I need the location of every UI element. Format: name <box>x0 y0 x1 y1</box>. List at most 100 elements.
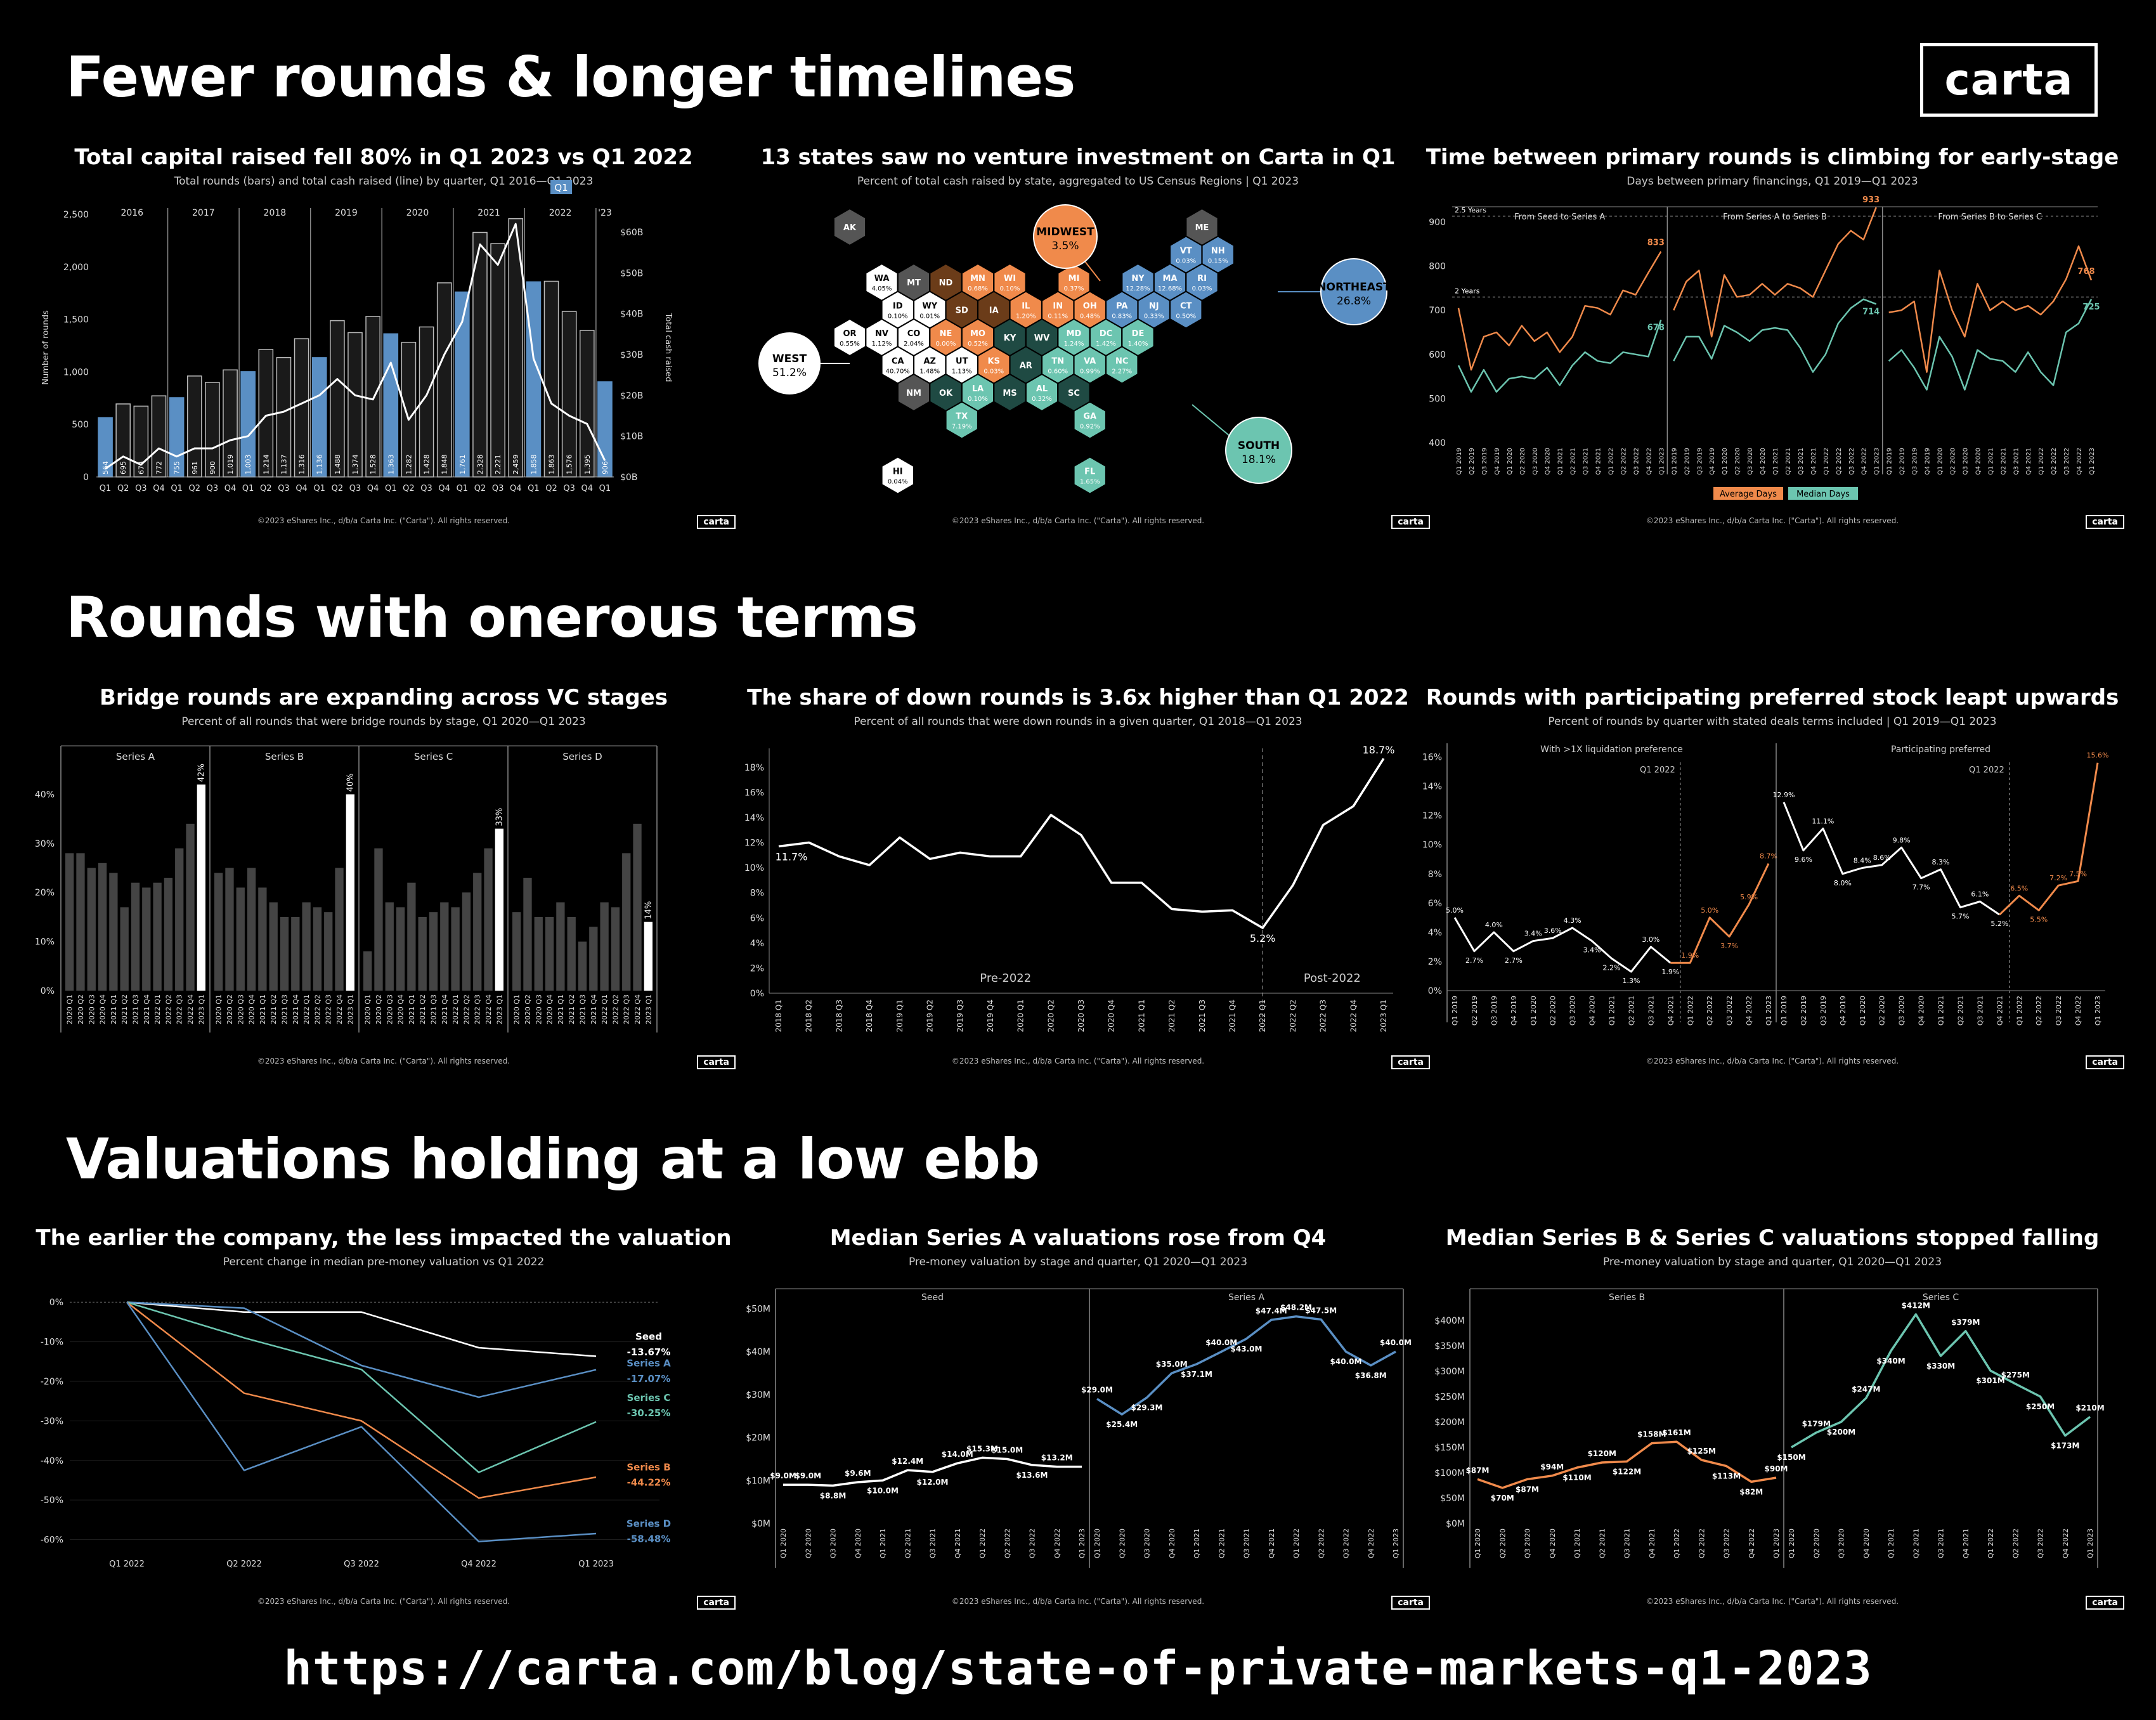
state-code: MN <box>970 274 985 283</box>
facet-label: Series C <box>414 751 453 762</box>
y-tick-label: 16% <box>1422 753 1442 763</box>
bar <box>335 868 344 991</box>
section-title-onerous-terms: Rounds with onerous terms <box>66 585 918 650</box>
x-tick-label: Q2 <box>260 484 272 493</box>
facet-label: From Series A to Series B <box>1723 212 1827 222</box>
data-label: 5.0% <box>1446 906 1464 915</box>
x-tick-label: Q4 <box>367 484 379 493</box>
x-tick-label: Q3 2020 <box>1532 448 1539 475</box>
seed-line <box>783 1456 1082 1487</box>
y-tick-label: $10B <box>620 432 643 442</box>
data-label: $210M <box>2075 1404 2104 1412</box>
x-tick-label: Q1 2021 <box>1987 448 1994 475</box>
x-tick-label: Q3 2019 <box>1912 448 1919 475</box>
bar-value-label: 1,137 <box>280 455 288 475</box>
x-tick-label: Q1 2021 <box>1573 1528 1581 1558</box>
x-tick-label: 2023 Q1 <box>1379 1000 1388 1032</box>
x-tick-label: 2020 Q4 <box>99 994 107 1024</box>
bar <box>65 853 74 991</box>
y-tick-label: 2% <box>750 963 764 974</box>
data-label: 3.4% <box>1583 946 1601 954</box>
x-tick-label: Q4 2020 <box>1862 1528 1871 1558</box>
legend-badge <box>550 180 572 194</box>
x-tick-label: Q3 2021 <box>929 1528 937 1558</box>
x-tick-label: Q4 2020 <box>1545 448 1552 475</box>
y-tick-label: 8% <box>750 889 764 899</box>
x-tick-label: Q3 2020 <box>1524 1528 1532 1558</box>
state-code: DE <box>1132 329 1145 339</box>
bar <box>247 868 256 991</box>
chart-subtitle: Pre-money valuation by stage and quarter… <box>1602 1256 1942 1268</box>
x-tick-label: 2020 Q4 <box>546 994 554 1024</box>
y-tick-label: 8% <box>1428 870 1442 880</box>
x-tick-label: Q1 2019 <box>1451 996 1459 1026</box>
year-label: 2019 <box>335 208 358 218</box>
panel-states-map: 13 states saw no venture investment on C… <box>720 145 1436 529</box>
legend-badge-label: Q1 <box>554 182 568 193</box>
x-tick-label: Q2 2020 <box>1549 996 1557 1026</box>
bar <box>589 927 598 991</box>
x-tick-label: 2020 Q3 <box>1077 1000 1086 1032</box>
x-tick-label: 2020 Q2 <box>77 994 85 1024</box>
data-label: $125M <box>1687 1447 1716 1456</box>
state-value: 0.33% <box>1144 313 1164 320</box>
chart-subtitle: Percent of total cash raised by state, a… <box>857 175 1299 188</box>
x-tick-label: Q2 2019 <box>1899 448 1906 475</box>
bar <box>365 316 380 478</box>
y-tick-label: 2,500 <box>63 210 89 220</box>
state-value: 0.01% <box>919 313 940 320</box>
panel-bridge-rounds: Bridge rounds are expanding across VC st… <box>25 685 742 1069</box>
x-tick-label: Q3 2022 <box>1848 448 1855 475</box>
x-tick-label: Q3 <box>420 484 432 493</box>
marker-label: Q1 2022 <box>1640 766 1675 775</box>
x-tick-label: Q1 <box>171 484 183 493</box>
x-tick-label: Q2 2020 <box>1878 996 1886 1026</box>
state-value: 0.48% <box>1080 313 1100 320</box>
facet-label: Series B <box>265 751 304 762</box>
copyright: ©2023 eShares Inc., d/b/a Carta Inc. ("C… <box>1646 516 1899 525</box>
data-label: $35.0M <box>1156 1360 1188 1369</box>
state-code: OK <box>939 389 953 398</box>
bar <box>440 902 449 991</box>
x-tick-label: Q3 2021 <box>1647 996 1655 1026</box>
x-tick-label: 2020 Q2 <box>375 994 383 1024</box>
bar-value-label: 1,576 <box>566 455 574 475</box>
bar-value-label: 14% <box>644 901 653 920</box>
y-tick-label: 500 <box>72 420 89 430</box>
y-tick-label: $0M <box>1446 1519 1465 1529</box>
data-label: $179M <box>1802 1419 1831 1428</box>
x-tick-label: Q1 2020 <box>1937 448 1944 475</box>
x-tick-label: Q2 2022 <box>1698 1528 1706 1558</box>
bar-value-label: 2,328 <box>476 455 484 475</box>
state-value: 0.37% <box>1064 285 1084 292</box>
y-tick-label: $50B <box>620 268 643 278</box>
x-tick-label: 2021 Q4 <box>1228 1000 1237 1032</box>
x-tick-label: 2021 Q3 <box>281 994 289 1024</box>
x-tick-label: Q2 2020 <box>1498 1528 1507 1558</box>
time-chart: 400 500 600 700 800 900 2.5 Years 2 Years From S… <box>1429 195 2100 500</box>
x-tick-label: Q1 <box>457 484 469 493</box>
x-tick-label: 2020 Q4 <box>248 994 256 1024</box>
data-label: $412M <box>1902 1301 1930 1310</box>
bar <box>98 863 107 991</box>
source-url[interactable]: https://carta.com/blog/state-of-private-… <box>283 1641 1873 1696</box>
mini-logo: carta <box>2086 1596 2124 1610</box>
x-tick-label: Q3 2021 <box>1798 448 1805 475</box>
y-tick-label: $100M <box>1434 1468 1465 1478</box>
data-label: 3.6% <box>1544 927 1562 935</box>
y-tick-label: -40% <box>41 1456 63 1466</box>
data-label: 1.9% <box>1661 968 1679 976</box>
x-tick-label: 2022 Q2 <box>1289 1000 1297 1032</box>
participating-chart: 0% 2% 4% 6% 8% 10% 12% 14% 16% With >1X liquidati… <box>1422 743 2108 1026</box>
bar-value-label: 1,863 <box>548 455 556 475</box>
bar <box>269 902 278 991</box>
x-tick-label: 2020 Q3 <box>237 994 245 1024</box>
chart-subtitle: Total rounds (bars) and total cash raise… <box>174 175 594 188</box>
x-tick-label: 2022 Q4 <box>633 994 642 1024</box>
bar-value-label: 1,528 <box>369 455 377 475</box>
state-value: 1.40% <box>1128 341 1148 348</box>
data-label: 7.7% <box>1912 883 1930 892</box>
x-tick-label: 2022 Q4 <box>1349 1000 1358 1032</box>
copyright: ©2023 eShares Inc., d/b/a Carta Inc. ("C… <box>257 1057 510 1065</box>
x-tick-label: 2022 Q3 <box>474 994 482 1024</box>
